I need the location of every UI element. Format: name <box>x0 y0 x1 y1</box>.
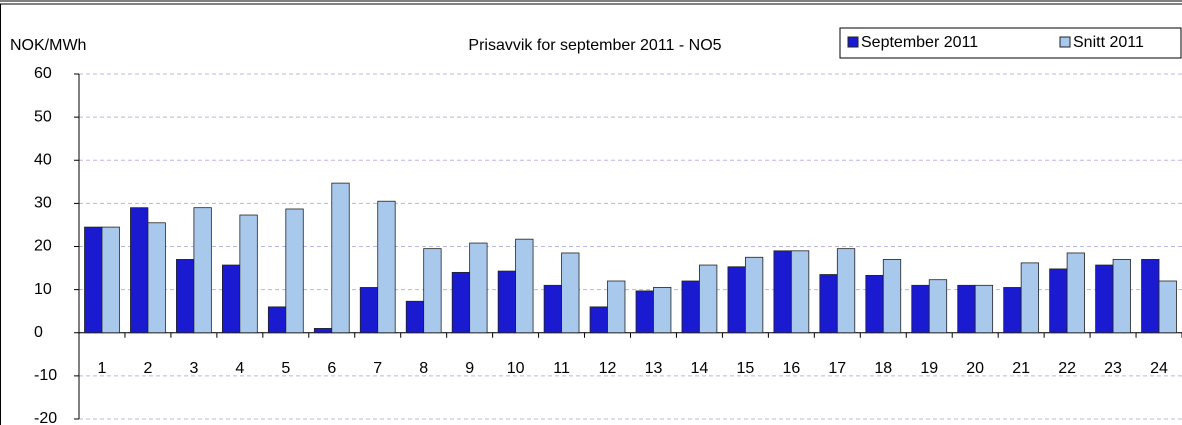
bar <box>836 248 856 334</box>
bar <box>607 280 626 334</box>
bar <box>313 328 333 334</box>
bar <box>865 274 884 334</box>
bar <box>1095 264 1114 334</box>
bar <box>285 208 304 334</box>
y-tick-label: 20 <box>34 238 52 255</box>
x-tick-label: 10 <box>507 360 525 377</box>
bar <box>130 207 149 334</box>
bar <box>469 242 488 334</box>
y-axis-label: NOK/MWh <box>10 37 86 54</box>
y-tick-label: 10 <box>34 281 52 298</box>
y-tick-label: 40 <box>34 151 52 168</box>
x-tick-label: 4 <box>235 360 244 377</box>
x-tick-label: 19 <box>920 360 938 377</box>
bar <box>1066 252 1085 334</box>
chart-title: Prisavvik for september 2011 - NO5 <box>468 37 721 54</box>
bar <box>928 279 948 334</box>
x-tick-label: 8 <box>419 360 428 377</box>
bar <box>699 264 718 334</box>
bar <box>744 256 764 334</box>
x-tick-label: 1 <box>98 360 107 377</box>
bar <box>727 266 746 334</box>
x-tick-label: 18 <box>874 360 892 377</box>
x-tick-label: 6 <box>327 360 336 377</box>
bar <box>359 287 379 334</box>
bar <box>239 214 258 334</box>
bar <box>1112 259 1131 334</box>
bar <box>790 250 810 334</box>
x-tick-label: 11 <box>553 360 570 377</box>
x-tick-label: 7 <box>373 360 382 377</box>
bar <box>193 207 212 334</box>
bar <box>653 287 672 334</box>
legend-swatch <box>1059 36 1071 48</box>
x-tick-label: 20 <box>966 360 984 377</box>
y-tick-label: -10 <box>34 367 57 384</box>
x-tick-label: 24 <box>1150 360 1168 377</box>
x-tick-label: 5 <box>281 360 290 377</box>
bar <box>221 264 241 334</box>
x-tick-label: 15 <box>736 360 754 377</box>
bar <box>974 284 994 334</box>
x-tick-label: 23 <box>1104 360 1122 377</box>
y-tick-label: 50 <box>34 108 52 125</box>
bar <box>515 238 534 334</box>
bar <box>911 284 930 334</box>
bar <box>561 252 580 334</box>
bar <box>267 306 287 334</box>
bar <box>377 200 396 334</box>
bar <box>1049 268 1068 334</box>
bar <box>635 290 654 334</box>
x-tick-label: 9 <box>465 360 474 377</box>
x-tick-label: 14 <box>691 360 709 377</box>
bar <box>1158 280 1177 334</box>
x-tick-label: 2 <box>143 360 152 377</box>
bar <box>147 222 166 334</box>
bar <box>176 259 195 334</box>
bar <box>819 274 838 334</box>
y-tick-label: 0 <box>34 324 43 341</box>
bar <box>84 226 103 334</box>
bar <box>773 250 792 334</box>
y-tick-label: -20 <box>34 410 57 425</box>
bar <box>589 306 608 334</box>
bar <box>1141 259 1160 334</box>
legend-label: Snitt 2011 <box>1073 34 1144 51</box>
bar <box>1020 262 1040 334</box>
y-tick-label: 30 <box>34 195 52 212</box>
y-tick-label: 60 <box>34 65 52 82</box>
bar <box>681 280 700 334</box>
x-tick-label: 21 <box>1012 360 1030 377</box>
legend-label: September 2011 <box>861 34 978 51</box>
bar <box>101 226 120 334</box>
legend <box>839 27 1182 59</box>
x-tick-label: 12 <box>599 360 617 377</box>
x-tick-label: 3 <box>189 360 198 377</box>
bar <box>405 300 425 334</box>
x-tick-label: 22 <box>1058 360 1076 377</box>
bar <box>543 284 562 334</box>
legend-swatch <box>847 36 859 48</box>
bar <box>957 284 976 334</box>
bar <box>451 271 471 334</box>
bar <box>882 259 902 334</box>
bar <box>423 248 442 334</box>
x-tick-label: 16 <box>782 360 800 377</box>
x-tick-label: 13 <box>645 360 663 377</box>
bar <box>1003 287 1022 334</box>
bar <box>331 182 350 334</box>
bar <box>497 270 517 334</box>
x-tick-label: 17 <box>828 360 846 377</box>
